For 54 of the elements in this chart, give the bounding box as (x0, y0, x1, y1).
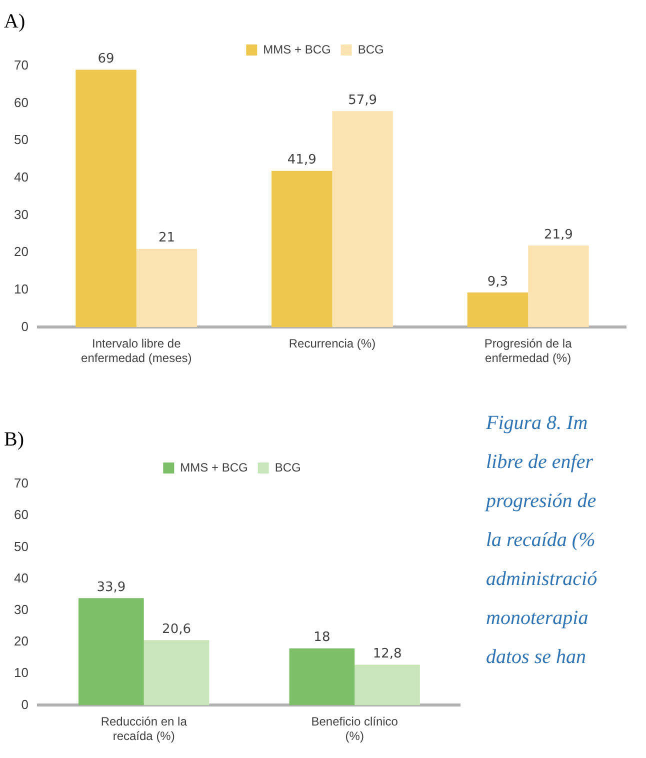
data-label: 20,6 (162, 622, 191, 637)
x-tick-label: Intervalo libre de enfermedad (meses) (81, 336, 192, 366)
text: datos se han (486, 645, 587, 670)
data-label: 12,8 (372, 646, 402, 662)
y-tick-label: 60 (14, 94, 28, 110)
y-tick-label: 30 (14, 602, 28, 617)
y-tick-label: 10 (14, 281, 28, 296)
text: administració (486, 567, 598, 592)
y-tick-label: 50 (14, 538, 28, 554)
legend-label: BCG (358, 42, 384, 56)
bar (332, 111, 393, 328)
x-tick-label: Progresión de la enfermedad (%) (484, 336, 572, 366)
text: libre de enfer (486, 450, 594, 475)
bar (272, 170, 332, 328)
y-tick-label: 0 (21, 696, 28, 712)
text: la recaída (% (486, 528, 596, 553)
data-label: 57,9 (348, 93, 378, 108)
legend-label: MMS + BCG (263, 42, 331, 56)
bar (467, 292, 528, 328)
y-tick-label: 0 (21, 318, 28, 334)
y-tick-label: 50 (14, 132, 28, 148)
y-tick-label: 20 (14, 634, 28, 649)
chart-title: B) (4, 428, 24, 450)
bar (354, 664, 420, 706)
text: progresión de (486, 489, 598, 514)
bar (136, 248, 198, 328)
y-tick-label: 60 (14, 507, 28, 522)
data-label: 18 (314, 630, 330, 646)
y-tick-label: 40 (14, 170, 28, 185)
bar (76, 70, 136, 328)
y-tick-label: 40 (14, 570, 28, 586)
bar (144, 640, 210, 706)
bar (78, 598, 144, 706)
legend-label: MMS + BCG (180, 460, 248, 474)
x-tick-label: Recurrencia (%) (288, 336, 376, 351)
y-tick-label: 10 (14, 665, 28, 680)
bar (289, 648, 355, 706)
chart-title: A) (4, 10, 26, 32)
x-tick-label: Reducción en la recaída (%) (100, 714, 188, 744)
y-tick-label: 20 (14, 244, 28, 260)
x-tick-label: Beneficio clínico (%) (311, 714, 398, 744)
data-label: 69 (98, 52, 114, 67)
data-label: 41,9 (287, 152, 316, 168)
data-label: 21,9 (544, 227, 573, 242)
y-tick-label: 30 (14, 206, 28, 222)
data-label: 33,9 (96, 580, 126, 595)
legend-label: BCG (274, 460, 301, 474)
data-label: 9,3 (487, 274, 508, 290)
text: monoterapia (486, 606, 590, 631)
y-tick-label: 70 (14, 476, 28, 491)
data-label: 21 (158, 230, 176, 246)
y-tick-label: 70 (14, 58, 28, 73)
bar (528, 245, 589, 328)
text: Figura 8. Im (486, 411, 589, 436)
